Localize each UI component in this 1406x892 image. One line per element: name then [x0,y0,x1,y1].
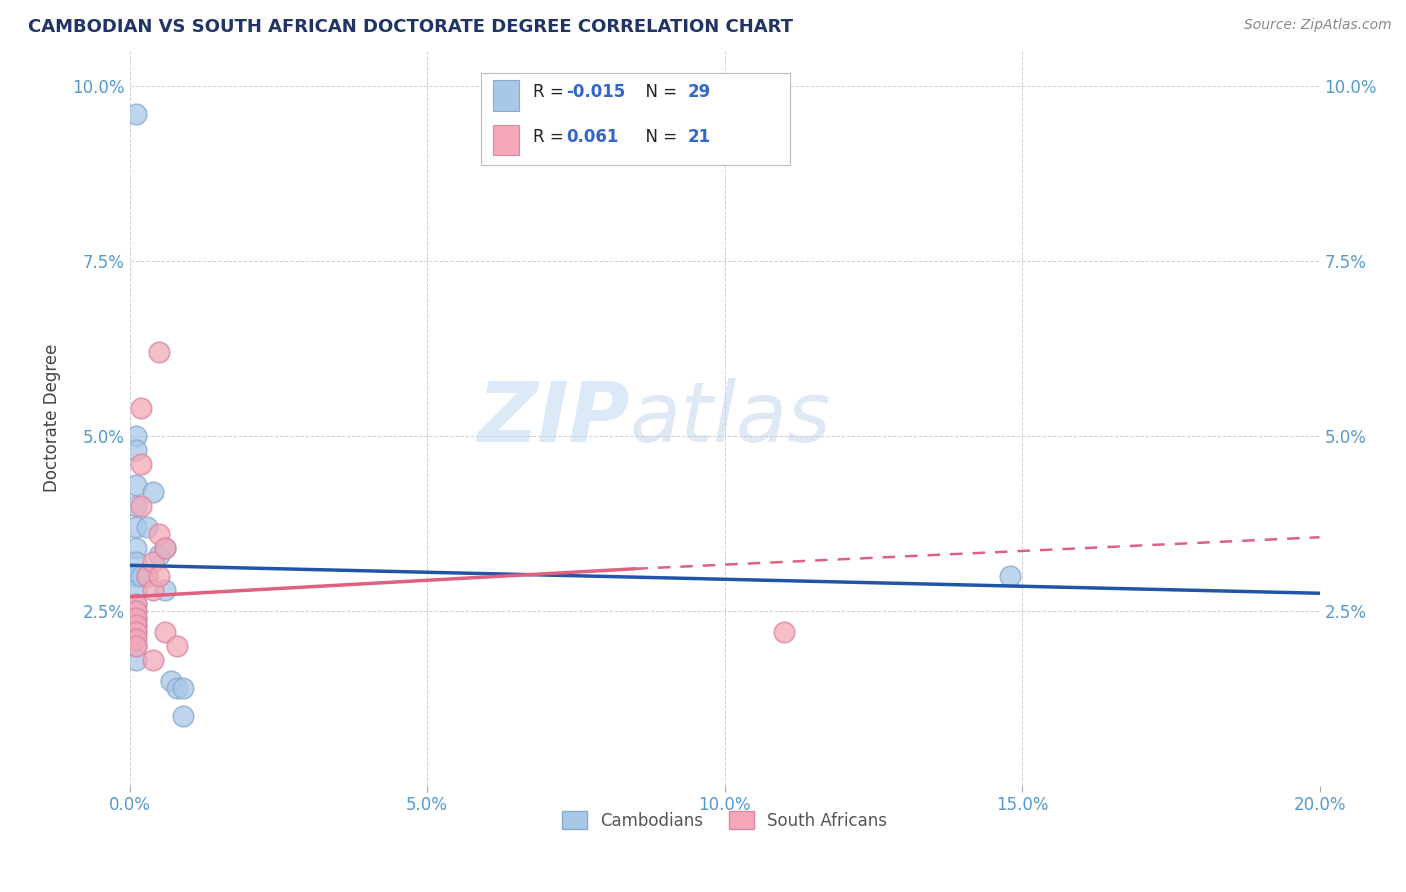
Point [124,477,146,491]
Point [142,555,165,569]
Point [124,582,146,597]
Point [773,624,796,639]
Point [124,611,146,625]
Point [148,548,170,562]
Point [155,582,177,597]
Point [124,632,146,646]
Point [131,401,153,415]
Point [124,597,146,611]
Point [124,617,146,632]
Point [124,604,146,618]
Point [172,681,194,695]
Text: R =: R = [533,83,569,101]
Point [124,106,146,120]
Bar [492,125,519,155]
Point [998,568,1021,582]
Point [155,624,177,639]
Point [148,344,170,359]
Point [124,568,146,582]
Point [142,653,165,667]
Point [136,568,159,582]
Point [148,526,170,541]
Point [124,653,146,667]
Point [136,568,159,582]
Text: N =: N = [636,83,683,101]
Text: 0.061: 0.061 [567,128,619,146]
Text: 21: 21 [688,128,711,146]
Text: 29: 29 [688,83,711,101]
Point [142,582,165,597]
Point [124,520,146,534]
Point [124,624,146,639]
Point [124,428,146,442]
Point [124,639,146,653]
Point [136,520,159,534]
Point [131,568,153,582]
Point [148,568,170,582]
Point [166,681,188,695]
Point [124,624,146,639]
Point [124,597,146,611]
Point [155,541,177,555]
Point [142,484,165,499]
Point [124,639,146,653]
Text: Source: ZipAtlas.com: Source: ZipAtlas.com [1244,18,1392,32]
Text: atlas: atlas [630,377,831,458]
Point [131,457,153,471]
Text: R =: R = [533,128,574,146]
Point [124,442,146,457]
Point [155,541,177,555]
Point [124,555,146,569]
Point [124,541,146,555]
Point [124,499,146,513]
Y-axis label: Doctorate Degree: Doctorate Degree [44,344,60,492]
Text: ZIP: ZIP [477,377,630,458]
Text: N =: N = [636,128,683,146]
Legend: Cambodians, South Africans: Cambodians, South Africans [555,805,894,837]
Bar [492,80,519,112]
Text: -0.015: -0.015 [567,83,626,101]
Point [166,639,188,653]
Point [160,673,183,688]
Text: CAMBODIAN VS SOUTH AFRICAN DOCTORATE DEGREE CORRELATION CHART: CAMBODIAN VS SOUTH AFRICAN DOCTORATE DEG… [28,18,793,36]
Point [131,499,153,513]
Point [124,604,146,618]
Point [172,708,194,723]
Point [124,611,146,625]
Point [124,617,146,632]
